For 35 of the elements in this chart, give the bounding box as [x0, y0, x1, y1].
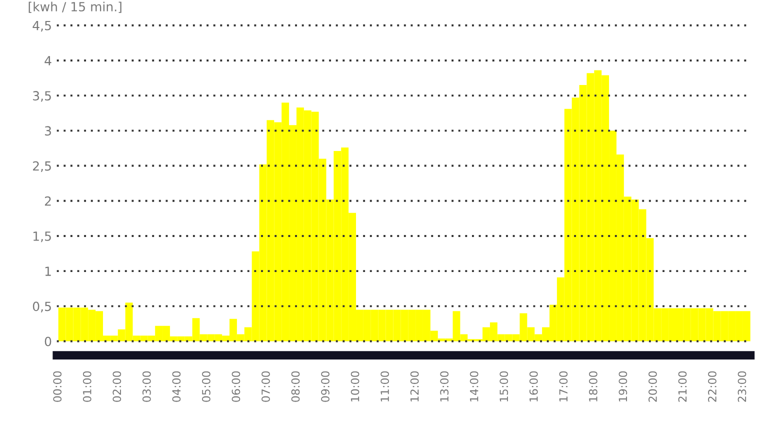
x-tick-label: 05:00 [202, 371, 210, 402]
x-tick-label: 09:00 [321, 371, 330, 402]
x-tick-label: 02:00 [112, 371, 122, 402]
x-tick-label: 07:00 [262, 371, 270, 402]
y-tick-label: 2 [44, 196, 51, 206]
x-tick-label: 23:00 [738, 371, 746, 402]
y-tick-label: 1,5 [33, 232, 51, 242]
x-tick-label: 19:00 [618, 371, 628, 402]
x-tick-label: 10:00 [350, 371, 360, 402]
x-tick-label: 21:00 [678, 371, 687, 402]
y-tick-label: 4,5 [32, 21, 51, 32]
x-tick-label: 20:00 [648, 371, 657, 402]
y-tick-label: 0,5 [32, 302, 51, 312]
y-tick-label: 3 [44, 126, 51, 136]
x-tick-label: 13:00 [440, 371, 449, 402]
x-tick-label: 11:00 [380, 371, 389, 402]
x-tick-label: 04:00 [172, 371, 181, 402]
y-tick-label: 4 [44, 56, 52, 66]
x-tick-label: 00:00 [53, 371, 62, 402]
x-tick-label: 12:00 [410, 371, 419, 402]
y-tick-label: 2,5 [33, 161, 51, 172]
x-tick-label: 03:00 [142, 371, 151, 402]
x-tick-label: 22:00 [708, 371, 716, 402]
x-tick-label: 18:00 [588, 371, 598, 402]
y-tick-label: 3,5 [33, 91, 51, 102]
x-tick-label: 17:00 [559, 371, 568, 402]
y-axis-title: [kwh / 15 min.] [28, 2, 122, 13]
y-tick-label: 0 [44, 336, 52, 346]
x-tick-label: 08:00 [291, 371, 300, 402]
x-tick-label: 15:00 [500, 371, 508, 402]
x-tick-label: 16:00 [529, 371, 538, 402]
y-tick-label: 1 [45, 266, 51, 276]
x-tick-label: 14:00 [470, 371, 478, 402]
x-tick-label: 01:00 [82, 371, 92, 402]
x-tick-label: 06:00 [232, 371, 240, 402]
